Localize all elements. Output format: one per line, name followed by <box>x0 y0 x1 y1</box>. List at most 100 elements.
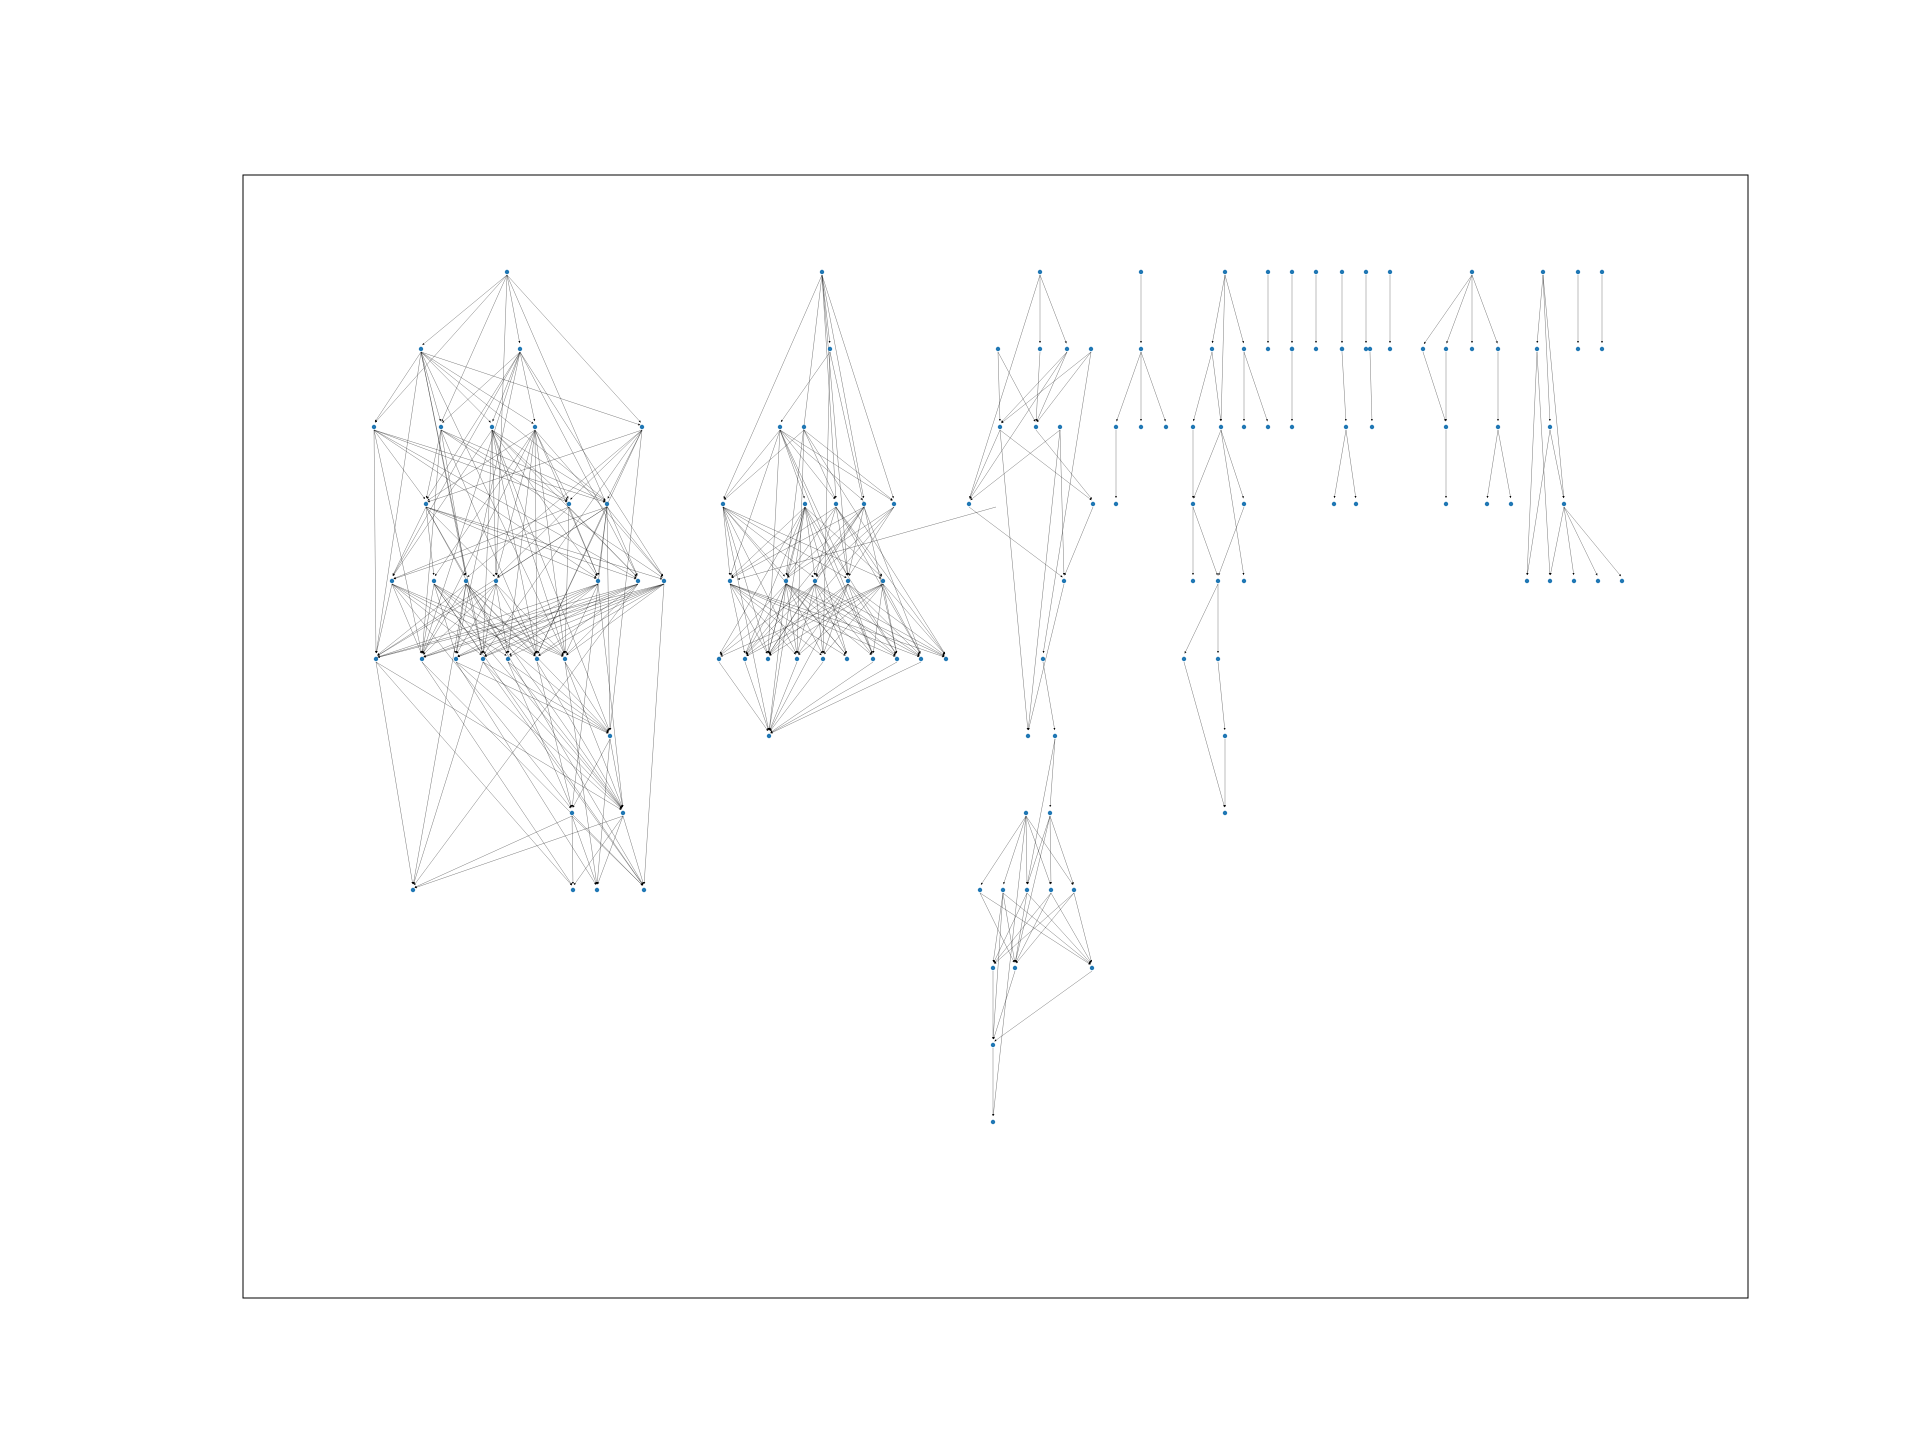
graph-edge-290 <box>1039 274 1067 344</box>
graph-node-31 <box>641 887 647 893</box>
graph-edge-50 <box>427 429 536 501</box>
graph-edge-275 <box>769 583 884 656</box>
graph-edge-61 <box>570 429 643 500</box>
graph-edge-337 <box>1015 892 1075 964</box>
graph-node-96 <box>1190 501 1196 507</box>
graph-node-59 <box>1037 346 1043 352</box>
graph-edge-7 <box>374 351 422 422</box>
graph-edge-330 <box>993 892 1028 963</box>
graph-node-111 <box>1339 269 1345 275</box>
graph-edge-217 <box>731 506 837 578</box>
graph-edge-163 <box>609 738 624 808</box>
graph-edge-148 <box>455 661 622 810</box>
graph-edge-171 <box>597 815 624 885</box>
graph-edge-349 <box>1224 274 1245 344</box>
graph-node-36 <box>720 501 726 507</box>
graph-edge-277 <box>823 583 884 655</box>
graph-edge-294 <box>1035 351 1041 422</box>
graph-edge-121 <box>423 583 599 657</box>
graph-edge-357 <box>1220 429 1244 499</box>
graph-node-134 <box>1508 501 1514 507</box>
graph-node-35 <box>801 424 807 430</box>
graph-node-43 <box>812 578 818 584</box>
graph-edge-172 <box>622 815 644 885</box>
graph-edge-254 <box>720 583 816 656</box>
graph-node-124 <box>1369 424 1375 430</box>
graph-node-117 <box>1289 346 1295 352</box>
graph-edge-374 <box>1341 351 1347 422</box>
graph-edge-333 <box>993 892 1052 964</box>
graph-edge-352 <box>1211 351 1222 422</box>
graph-node-69 <box>1025 733 1031 739</box>
graph-node-87 <box>1163 424 1169 430</box>
graph-edge-116 <box>482 583 497 654</box>
graph-edge-268 <box>847 583 873 654</box>
graph-node-89 <box>1222 269 1228 275</box>
graph-node-128 <box>1469 346 1475 352</box>
graph-edge-14 <box>375 351 422 654</box>
graph-edge-256 <box>768 583 816 654</box>
graph-edge-49 <box>491 429 610 731</box>
graph-edge-146 <box>421 661 643 886</box>
graph-node-135 <box>1540 269 1546 275</box>
graph-node-122 <box>1353 501 1359 507</box>
graph-edge-306 <box>1059 429 1065 576</box>
graph-edge-387 <box>1497 429 1512 499</box>
graph-node-139 <box>1524 578 1530 584</box>
graph-node-101 <box>1181 656 1187 662</box>
graph-node-140 <box>1547 578 1553 584</box>
graph-edge-186 <box>779 429 863 501</box>
graph-node-109 <box>1313 269 1319 275</box>
graph-node-91 <box>1241 346 1247 352</box>
graph-node-66 <box>1090 501 1096 507</box>
graph-edge-390 <box>1542 274 1565 499</box>
graph-node-55 <box>943 656 949 662</box>
graph-edge-64 <box>483 429 643 655</box>
graph-edge-293 <box>997 351 1036 422</box>
graph-edge-2 <box>375 274 508 423</box>
graph-edge-180 <box>780 351 831 423</box>
graph-edge-300 <box>1042 351 1092 654</box>
graph-edge-4 <box>506 274 641 423</box>
graph-node-49 <box>794 656 800 662</box>
graph-node-138 <box>1561 501 1567 507</box>
graph-edge-388 <box>1536 274 1544 344</box>
graph-node-14 <box>493 578 499 584</box>
graph-node-81 <box>990 1042 996 1048</box>
graph-edge-379 <box>1446 274 1473 344</box>
graph-edge-391 <box>1526 351 1538 576</box>
graph-node-79 <box>1012 965 1018 971</box>
graph-edge-329 <box>992 892 1004 1040</box>
graph-edge-377 <box>1369 351 1373 422</box>
graph-edge-75 <box>393 506 570 579</box>
graph-node-119 <box>1339 346 1345 352</box>
graph-node-102 <box>1215 656 1221 662</box>
graph-edge-190 <box>767 429 781 654</box>
graph-edge-86 <box>606 506 611 731</box>
graph-node-103 <box>1222 733 1228 739</box>
graph-edge-114 <box>423 583 497 655</box>
graph-edge-26 <box>373 429 426 500</box>
graph-edge-375 <box>1333 429 1347 499</box>
graph-node-8 <box>423 501 429 507</box>
graph-edge-259 <box>814 583 847 654</box>
graph-edge-296 <box>1036 351 1068 422</box>
graph-node-104 <box>1222 810 1228 816</box>
graph-node-113 <box>1363 269 1369 275</box>
graph-edge-27 <box>373 429 568 503</box>
graph-node-48 <box>765 656 771 662</box>
graph-node-62 <box>997 424 1003 430</box>
graph-edge-348 <box>1211 274 1226 344</box>
graph-edge-118 <box>495 583 537 654</box>
graph-edge-273 <box>720 583 884 657</box>
graph-edge-144 <box>375 661 572 886</box>
graph-edge-208 <box>804 506 816 576</box>
graph-node-130 <box>1443 424 1449 430</box>
graph-edge-264 <box>746 583 849 656</box>
graph-edge-252 <box>785 583 945 657</box>
graph-node-4 <box>438 424 444 430</box>
graph-node-132 <box>1495 424 1501 430</box>
graph-node-120 <box>1343 424 1349 430</box>
graph-node-121 <box>1331 501 1337 507</box>
